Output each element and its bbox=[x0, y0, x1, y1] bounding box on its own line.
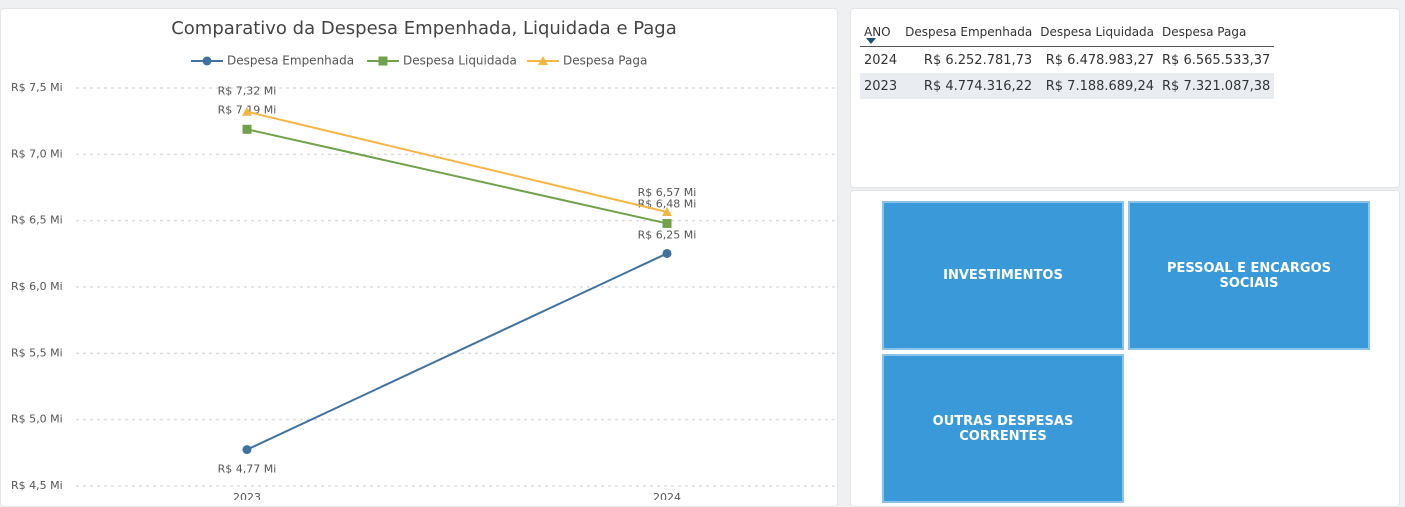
category-tile[interactable]: PESSOAL E ENCARGOS SOCIAIS bbox=[1128, 201, 1370, 350]
series-line bbox=[246, 128, 668, 225]
y-tick-label: R$ 6,5 Mi bbox=[11, 214, 63, 227]
y-tick-label: R$ 6,0 Mi bbox=[11, 280, 63, 293]
table-cell: R$ 7.188.689,24 bbox=[1036, 73, 1159, 99]
table-cell: R$ 6.478.983,27 bbox=[1045, 52, 1155, 68]
marker bbox=[202, 56, 212, 66]
y-tick-label: R$ 7,5 Mi bbox=[11, 81, 63, 94]
category-tile[interactable]: INVESTIMENTOS bbox=[882, 201, 1124, 350]
data-label: R$ 6,25 Mi bbox=[638, 228, 697, 241]
data-label: R$ 7,32 Mi bbox=[218, 85, 277, 98]
x-tick-label: 2024 bbox=[653, 491, 681, 500]
chart-card: Comparativo da Despesa Empenhada, Liquid… bbox=[0, 8, 838, 507]
y-tick-label: R$ 5,0 Mi bbox=[11, 413, 63, 426]
table-row: 2023 R$ 4.774.316,22 R$ 7.188.689,24 R$ 7.3… bbox=[860, 73, 1275, 99]
header-row: ANO Despesa Empenhada Despesa Liquidada Des… bbox=[860, 18, 1275, 47]
table-cell: 2023 bbox=[860, 73, 902, 99]
table-row: 2024 R$ 6.252.781,73 R$ 6.478.983,27 R$ 6.5… bbox=[860, 47, 1274, 74]
series-line bbox=[246, 110, 668, 213]
legend-label: Despesa Liquidada bbox=[403, 54, 517, 68]
marker bbox=[662, 248, 672, 258]
marker bbox=[242, 124, 252, 134]
header-cell: ANO bbox=[860, 18, 902, 47]
header-cell: Despesa Liquidada bbox=[1036, 18, 1159, 47]
y-tick-label: R$ 4,5 Mi bbox=[11, 479, 63, 492]
legend-label: Despesa Paga bbox=[563, 54, 647, 68]
marker bbox=[538, 56, 548, 65]
data-table: ANO Despesa Empenhada Despesa Liquidada Des… bbox=[860, 18, 1275, 99]
data-label: R$ 6,48 Mi bbox=[638, 197, 697, 210]
data-label: R$ 6,57 Mi bbox=[638, 186, 697, 199]
marker bbox=[662, 218, 672, 228]
data-label: R$ 4,77 Mi bbox=[218, 463, 277, 476]
marker bbox=[378, 56, 388, 66]
table-cell: 2024 bbox=[864, 52, 898, 68]
table-cell: R$ 7.321.087,38 bbox=[1158, 73, 1275, 99]
header-cell: Despesa Empenhada bbox=[901, 18, 1037, 47]
series-line bbox=[246, 252, 668, 451]
marker bbox=[242, 106, 252, 116]
chart: Comparativo da Despesa Empenhada, Liquid… bbox=[11, 18, 836, 500]
x-tick-label: 2023 bbox=[233, 491, 261, 500]
chart-title: Comparativo da Despesa Empenhada, Liquid… bbox=[171, 18, 677, 39]
y-tick-label: R$ 5,5 Mi bbox=[11, 346, 63, 359]
legend-label: Despesa Empenhada bbox=[227, 54, 354, 68]
category-tile[interactable]: OUTRAS DESPESAS CORRENTES bbox=[882, 354, 1124, 503]
y-tick-label: R$ 7,0 Mi bbox=[11, 147, 63, 160]
table-cell: R$ 6.252.781,73 bbox=[923, 52, 1033, 68]
marker bbox=[662, 206, 672, 216]
table-cell: R$ 6.565.533,37 bbox=[1162, 52, 1271, 68]
header-cell: Despesa Paga bbox=[1158, 18, 1275, 47]
marker bbox=[242, 445, 252, 455]
table-cell: R$ 4.774.316,22 bbox=[901, 73, 1037, 99]
